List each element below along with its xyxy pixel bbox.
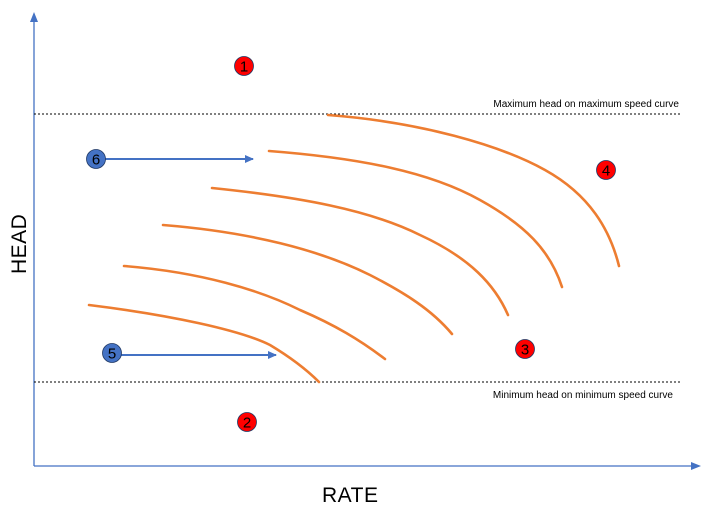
speed-curve-6 [326,113,621,268]
marker-2-label: 2 [243,415,251,432]
x-axis-title: RATE [322,484,379,507]
marker-3-label: 3 [521,342,529,359]
marker-6-label: 6 [92,152,100,169]
speed-curve-2 [122,264,387,361]
marker-4: 4 [596,160,616,180]
y-axis-arrowhead [30,12,38,22]
marker-4-label: 4 [602,163,610,180]
marker-5-label: 5 [108,346,116,363]
marker-2: 2 [237,412,257,432]
max-head-label: Maximum head on maximum speed curve [493,99,679,110]
marker-1-label: 1 [240,59,248,76]
y-axis-title: HEAD [8,213,31,274]
speed-curve-5 [267,149,564,289]
marker-3: 3 [515,339,535,359]
speed-curve-3 [161,223,454,336]
speed-curves [87,113,621,384]
marker-5: 5 [102,343,122,363]
min-head-label: Minimum head on minimum speed curve [493,390,674,401]
marker-6: 6 [86,149,106,169]
x-axis-arrowhead [691,462,701,470]
marker-1: 1 [234,56,254,76]
speed-curve-1 [87,303,321,384]
speed-curve-4 [210,186,510,317]
